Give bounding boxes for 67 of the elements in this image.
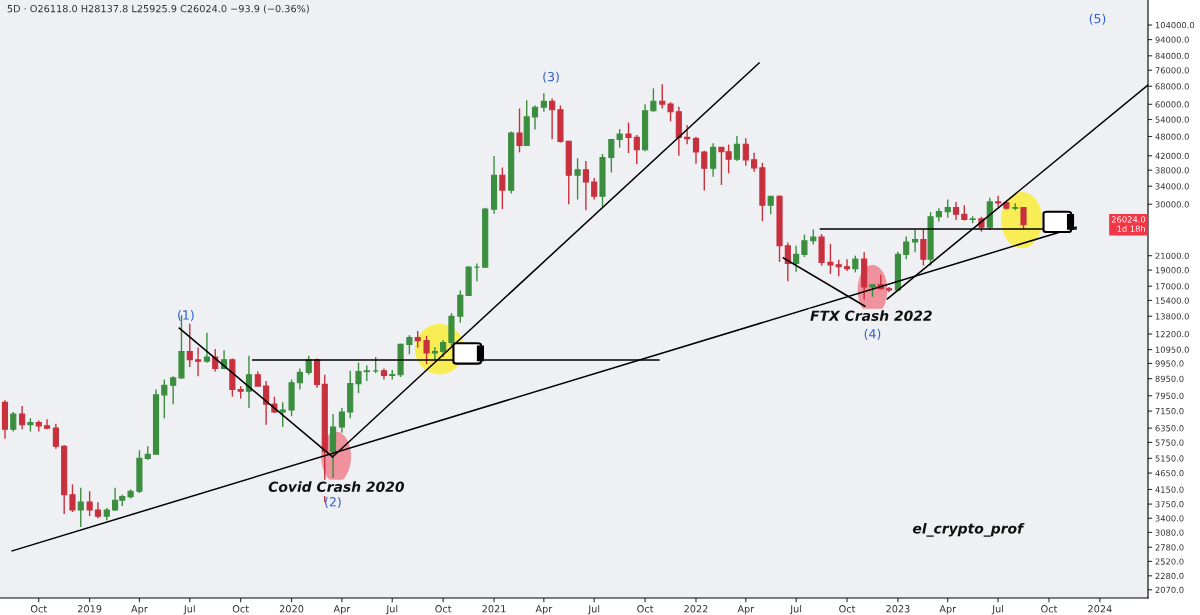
x-tick-label: Jul	[385, 604, 398, 615]
x-tick-label: Oct	[637, 605, 654, 613]
x-tick-label: 2021	[482, 605, 506, 613]
x-tick-label: Jul	[183, 604, 195, 615]
y-tick-label: 42000.0	[1155, 152, 1189, 160]
x-tick-label: 2024	[1088, 605, 1112, 613]
x-tick-label: Oct	[839, 605, 856, 613]
y-tick-label: 15400.0	[1155, 297, 1189, 304]
x-tick-label: 2020	[279, 605, 304, 613]
y-tick-label: 19000.0	[1155, 267, 1189, 274]
y-tick-label: 5150.0	[1155, 455, 1184, 462]
y-tick-label: 2070.0	[1155, 586, 1184, 594]
y-tick-label: 48000.0	[1155, 133, 1189, 140]
x-tick-label: Apr	[333, 605, 351, 615]
chart-title: 5D · O26118.0 H28137.8 L25925.9 C26024.0 −93.9 (−0.36%)	[7, 4, 309, 14]
y-tick-label: 4150.0	[1155, 486, 1184, 493]
y-tick-label: 17000.0	[1155, 283, 1189, 290]
y-tick-label: 30000.0	[1155, 201, 1189, 208]
y-tick-label: 13800.0	[1155, 313, 1189, 320]
x-tick-label: Apr	[131, 605, 148, 615]
x-tick-label: Apr	[939, 605, 957, 615]
y-tick-label: 2280.0	[1155, 572, 1184, 580]
x-tick-label: Jul	[587, 604, 600, 615]
y-tick-label: 2780.0	[1155, 544, 1184, 551]
annotation: (4)	[864, 328, 881, 340]
y-tick-label: 2520.0	[1155, 558, 1184, 565]
x-tick-label: Oct	[232, 605, 249, 613]
annotation: 26024.0 1d 18h	[1111, 216, 1146, 232]
x-tick-label: Apr	[535, 605, 553, 615]
y-tick-label: 3750.0	[1155, 501, 1184, 508]
y-tick-label: 8950.0	[1155, 375, 1184, 382]
y-tick-label: 34000.0	[1155, 183, 1189, 190]
y-tick-label: 3080.0	[1155, 529, 1184, 536]
x-tick-label: Jul	[789, 604, 802, 615]
y-tick-label: 54000.0	[1155, 116, 1189, 123]
x-tick-label: Oct	[30, 605, 47, 613]
x-tick-label: 2023	[886, 605, 910, 613]
y-tick-label: 38000.0	[1155, 167, 1189, 174]
x-tick-label: Oct	[435, 605, 452, 613]
x-tick-label: Oct	[1041, 605, 1058, 613]
y-tick-label: 60000.0	[1155, 101, 1189, 108]
y-tick-label: 76000.0	[1155, 67, 1189, 74]
y-tick-label: 4650.0	[1155, 470, 1184, 477]
y-tick-label: 9950.0	[1155, 360, 1184, 367]
y-tick-label: 68000.0	[1155, 83, 1189, 90]
y-tick-label: 104000.0	[1155, 21, 1195, 29]
y-tick-label: 5750.0	[1155, 439, 1184, 446]
annotation: Covid Crash 2020	[268, 481, 405, 492]
y-tick-label: 7950.0	[1155, 392, 1184, 400]
y-tick-label: 94000.0	[1155, 36, 1189, 43]
y-tick-label: 6350.0	[1155, 425, 1184, 432]
annotation: (3)	[543, 71, 559, 83]
x-tick-label: Apr	[737, 605, 755, 615]
y-tick-label: 84000.0	[1155, 52, 1189, 60]
y-tick-label: 10950.0	[1155, 346, 1189, 353]
annotation: (5)	[1089, 13, 1106, 25]
annotation: el_crypto_prof	[912, 522, 1025, 537]
x-tick-label: 2022	[684, 605, 708, 613]
x-tick-label: Jul	[991, 604, 1004, 615]
annotation: (1)	[178, 309, 194, 322]
annotation: (2)	[325, 496, 341, 509]
x-tick-label: 2019	[77, 605, 102, 613]
annotation: FTX Crash 2022	[810, 310, 932, 321]
y-tick-label: 12200.0	[1155, 330, 1189, 338]
y-tick-label: 3400.0	[1155, 515, 1184, 522]
y-tick-label: 21000.0	[1155, 252, 1189, 259]
y-tick-label: 7150.0	[1155, 408, 1184, 415]
